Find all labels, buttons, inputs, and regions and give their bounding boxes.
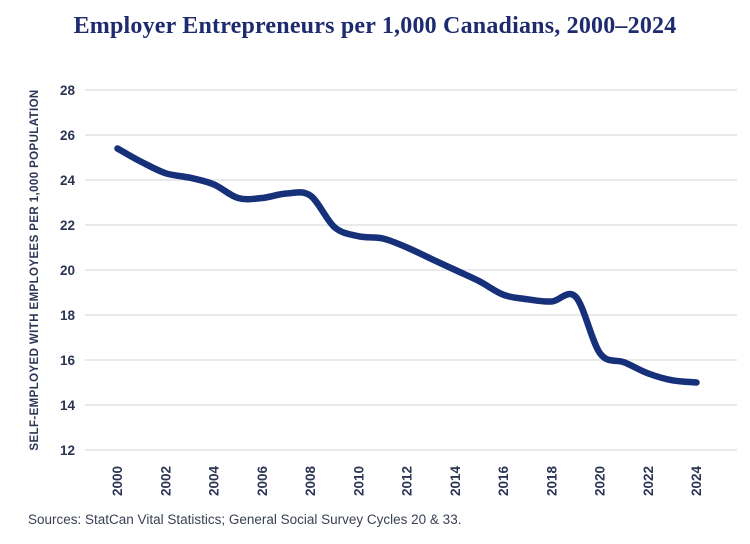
x-tick-label: 2008 [303,466,318,497]
y-tick-label: 24 [60,173,76,188]
x-tick-label: 2022 [641,466,656,496]
x-tick-label: 2002 [158,466,173,496]
x-tick-label: 2012 [400,466,415,496]
x-tick-label: 2010 [351,466,366,496]
x-tick-label: 2004 [207,466,222,497]
x-tick-label: 2016 [496,466,511,497]
x-tick-label: 2006 [255,466,270,497]
y-tick-label: 22 [60,218,75,233]
y-tick-label: 26 [60,128,76,143]
x-tick-label: 2014 [448,466,463,497]
y-tick-label: 20 [60,263,75,278]
x-tick-label: 2000 [110,466,125,496]
y-tick-label: 12 [60,443,75,458]
y-tick-label: 18 [60,308,76,323]
data-line-series [114,145,700,386]
y-tick-label: 14 [60,398,76,413]
y-tick-label: 28 [60,83,76,98]
source-note: Sources: StatCan Vital Statistics; Gener… [28,512,462,527]
x-tick-label: 2020 [593,466,608,496]
chart-title: Employer Entrepreneurs per 1,000 Canadia… [73,13,677,39]
x-tick-label: 2024 [689,466,704,497]
x-tick-label: 2018 [544,466,559,497]
y-axis-title: SELF-EMPLOYED WITH EMPLOYEES PER 1,000 P… [29,89,41,450]
y-tick-label: 16 [60,353,76,368]
